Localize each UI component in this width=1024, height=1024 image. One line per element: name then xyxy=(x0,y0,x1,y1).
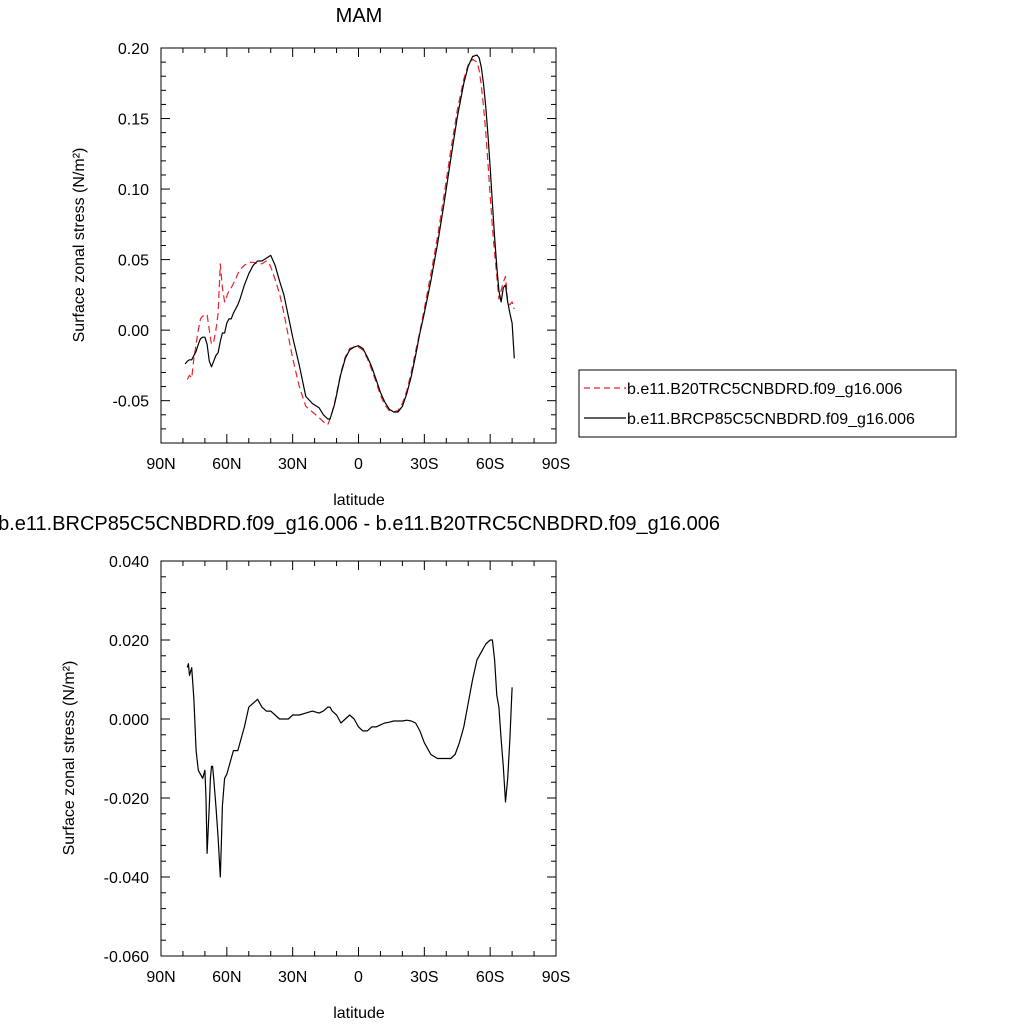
bottom-y-tick-label: -0.060 xyxy=(104,949,149,966)
bottom-x-axis-label: latitude xyxy=(333,1005,385,1022)
top-x-tick-label: 90N xyxy=(146,456,175,473)
top-series-line-2 xyxy=(184,54,515,420)
bottom-x-tick-label: 0 xyxy=(354,969,363,986)
bottom-plot-frame xyxy=(160,560,557,957)
bottom-y-axis-label: Surface zonal stress (N/m²) xyxy=(61,661,78,856)
top-y-tick-label: 0.05 xyxy=(118,253,149,270)
top-y-axis-label: Surface zonal stress (N/m²) xyxy=(71,148,88,343)
bottom-y-tick-label: -0.020 xyxy=(104,791,149,808)
top-series xyxy=(184,54,515,426)
top-x-tick-label: 0 xyxy=(354,456,363,473)
legend-label-series-2: b.e11.BRCP85C5CNBDRD.f09_g16.006 xyxy=(627,411,915,428)
top-y-tick-label: -0.05 xyxy=(113,394,150,411)
bottom-y-tick-label: -0.040 xyxy=(104,870,149,887)
bottom-ticks: 90N 60N 30N 0 30S 60S 90S -0.060 -0.040 -0.020 0.0… xyxy=(104,554,571,986)
bottom-y-tick-label: 0.000 xyxy=(109,712,149,729)
legend-label-series-1: b.e11.B20TRC5CNBDRD.f09_g16.006 xyxy=(627,381,903,398)
top-plot-frame xyxy=(160,47,557,444)
top-y-tick-label: 0.15 xyxy=(118,112,149,129)
bottom-chart-title: b.e11.BRCP85C5CNBDRD.f09_g16.006 - b.e11… xyxy=(0,513,720,535)
top-x-tick-label: 60S xyxy=(476,456,504,473)
bottom-y-tick-label: 0.020 xyxy=(109,633,149,650)
bottom-plot-area: 90N 60N 30N 0 30S 60S 90S -0.060 -0.040 -0.020 0.0… xyxy=(104,554,571,986)
bottom-y-tick-label: 0.040 xyxy=(109,554,149,571)
bottom-x-tick-label: 30S xyxy=(410,969,438,986)
legend: b.e11.B20TRC5CNBDRD.f09_g16.006 b.e11.BR… xyxy=(578,369,957,438)
legend-box xyxy=(578,369,957,438)
top-y-tick-label: 0.00 xyxy=(118,323,149,340)
bottom-x-tick-label: 30N xyxy=(278,969,307,986)
top-panel: MAM 90N 60N 30N 0 30S 60S 90S -0.05 0.00 0.05 0.10… xyxy=(71,5,957,509)
top-ticks: 90N 60N 30N 0 30S 60S 90S -0.05 0.00 0.05 0.10 0.15… xyxy=(113,41,571,473)
bottom-x-tick-label: 60S xyxy=(476,969,504,986)
top-series-line-1 xyxy=(186,58,515,426)
top-x-axis-label: latitude xyxy=(333,492,385,509)
top-plot-area: 90N 60N 30N 0 30S 60S 90S -0.05 0.00 0.05 0.10 0.15… xyxy=(113,41,571,473)
top-x-tick-label: 90S xyxy=(542,456,570,473)
bottom-series xyxy=(186,639,513,878)
top-chart-title: MAM xyxy=(336,5,383,27)
top-x-tick-label: 30S xyxy=(410,456,438,473)
top-x-tick-label: 30N xyxy=(278,456,307,473)
top-y-tick-label: 0.10 xyxy=(118,182,149,199)
bottom-x-tick-label: 90S xyxy=(542,969,570,986)
bottom-panel: b.e11.BRCP85C5CNBDRD.f09_g16.006 - b.e11… xyxy=(0,513,720,1022)
top-x-tick-label: 60N xyxy=(212,456,241,473)
bottom-series-line-1 xyxy=(186,639,513,878)
bottom-x-tick-label: 60N xyxy=(212,969,241,986)
top-y-tick-label: 0.20 xyxy=(118,41,149,58)
bottom-x-tick-label: 90N xyxy=(146,969,175,986)
